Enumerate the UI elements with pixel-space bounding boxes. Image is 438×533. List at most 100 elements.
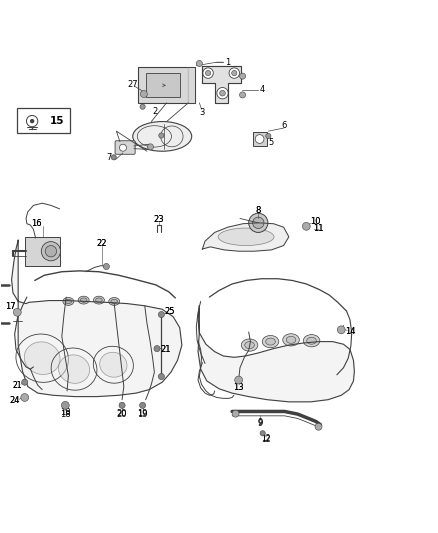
Text: 6: 6 [282,122,287,131]
Circle shape [140,402,146,408]
Text: 10: 10 [310,217,320,227]
Text: 17: 17 [5,302,16,311]
Ellipse shape [218,228,274,246]
Ellipse shape [95,298,102,302]
Text: 17: 17 [5,302,16,311]
Text: 11: 11 [313,223,324,232]
Text: 23: 23 [153,215,164,224]
Text: 19: 19 [138,409,148,418]
Text: 13: 13 [233,383,244,392]
Circle shape [217,87,228,99]
Circle shape [337,326,345,334]
Ellipse shape [303,335,320,347]
FancyBboxPatch shape [138,67,188,103]
Polygon shape [188,67,195,103]
Circle shape [232,410,239,417]
Ellipse shape [262,335,279,348]
Text: 23: 23 [153,215,164,224]
Ellipse shape [78,296,89,304]
Circle shape [159,133,164,138]
Circle shape [196,60,202,67]
Circle shape [302,222,310,230]
Circle shape [158,374,164,379]
Text: 21: 21 [160,345,171,354]
Text: 3: 3 [199,108,204,117]
FancyBboxPatch shape [115,141,135,154]
FancyBboxPatch shape [25,237,60,265]
Circle shape [232,70,237,76]
Text: 13: 13 [233,383,244,392]
Circle shape [229,68,240,78]
Text: 11: 11 [313,223,324,232]
Text: 18: 18 [60,408,71,417]
Polygon shape [12,240,182,397]
FancyBboxPatch shape [253,132,267,146]
Circle shape [21,379,28,385]
Circle shape [103,263,110,270]
Text: 12: 12 [261,434,271,443]
Circle shape [154,345,160,352]
Ellipse shape [283,334,299,346]
Text: 8: 8 [256,206,261,215]
Polygon shape [198,306,354,402]
Text: 27: 27 [127,80,138,90]
Text: 22: 22 [97,239,107,248]
Text: 14: 14 [345,327,355,336]
Text: 15: 15 [49,116,64,126]
Ellipse shape [93,296,104,304]
Text: 18: 18 [60,409,71,418]
Circle shape [253,217,264,229]
Text: 7: 7 [106,153,112,162]
Circle shape [203,68,213,78]
Ellipse shape [286,336,296,343]
Circle shape [41,241,60,261]
Circle shape [13,309,21,316]
Text: 21: 21 [160,345,171,354]
Circle shape [240,92,246,98]
Text: 21: 21 [13,381,22,390]
Circle shape [45,246,57,257]
Text: 9: 9 [258,418,263,427]
Text: 10: 10 [310,217,320,227]
Text: 22: 22 [97,239,107,248]
Circle shape [205,70,211,76]
FancyBboxPatch shape [146,73,180,97]
Circle shape [315,423,322,430]
Circle shape [240,73,246,79]
Circle shape [158,311,164,318]
Ellipse shape [65,299,72,304]
Ellipse shape [241,339,258,351]
Circle shape [219,90,225,96]
Circle shape [120,144,127,151]
Circle shape [148,144,153,150]
Ellipse shape [111,299,117,304]
Circle shape [21,393,28,401]
Ellipse shape [100,352,127,377]
Text: 4: 4 [259,85,265,94]
Text: 24: 24 [10,397,20,406]
Ellipse shape [133,122,192,151]
Polygon shape [202,223,289,251]
Ellipse shape [109,297,120,305]
Text: 1: 1 [225,58,230,67]
Text: 5: 5 [269,139,274,148]
Text: 2: 2 [152,107,157,116]
Ellipse shape [24,342,60,375]
FancyBboxPatch shape [17,108,70,133]
Text: 20: 20 [117,410,127,419]
Circle shape [111,155,117,160]
Ellipse shape [63,297,74,305]
Text: 16: 16 [31,219,42,228]
Text: 25: 25 [165,306,175,316]
Circle shape [141,91,148,98]
Circle shape [249,213,268,232]
Text: 14: 14 [345,327,355,336]
Polygon shape [201,66,241,103]
Text: 8: 8 [256,206,261,215]
Text: 16: 16 [31,219,42,228]
Ellipse shape [245,342,254,349]
Circle shape [266,133,271,139]
Text: 24: 24 [10,397,20,406]
Text: 19: 19 [138,410,148,419]
Ellipse shape [307,337,316,344]
